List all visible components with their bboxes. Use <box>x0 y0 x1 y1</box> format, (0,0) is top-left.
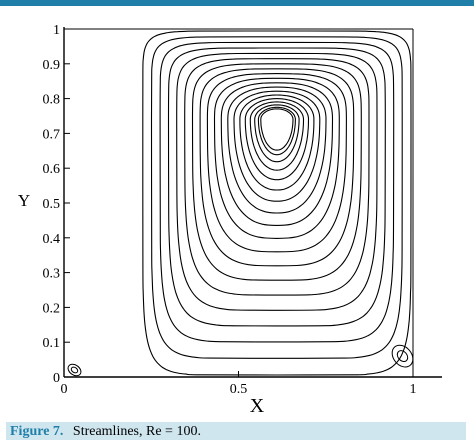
streamline <box>257 106 296 156</box>
streamline <box>249 101 305 171</box>
y-tick-label: 0.1 <box>43 336 61 351</box>
y-tick-label: 0.4 <box>43 232 61 247</box>
streamline-plot: 0 0.1 0.2 0.3 0.4 0.5 0.6 0.7 0.8 0.9 1 0 0.5 1 X Y <box>18 23 442 417</box>
y-axis-label: Y <box>18 191 30 210</box>
streamline <box>206 73 347 253</box>
y-tick-label: 0.5 <box>43 197 61 212</box>
y-tick-label: 0.6 <box>43 162 61 177</box>
y-tick-label: 0.8 <box>43 93 61 108</box>
axes <box>63 27 442 378</box>
corner-vortex-contour <box>70 366 79 374</box>
caption-label: Figure 7. <box>10 424 64 439</box>
streamline <box>176 52 378 311</box>
y-tick-label: 1 <box>53 23 60 38</box>
caption-text: Streamlines, Re = 100. <box>72 424 201 439</box>
streamline <box>239 94 315 191</box>
corner-vortex-contour <box>67 363 82 377</box>
streamline <box>260 108 294 151</box>
streamline <box>142 30 412 376</box>
x-tick-label: 0.5 <box>230 382 248 397</box>
y-tick-label: 0.3 <box>43 267 61 282</box>
contour-group <box>67 30 414 377</box>
corner-vortex-contour <box>391 344 414 368</box>
streamline <box>227 86 327 214</box>
streamline <box>213 77 340 239</box>
streamline <box>233 90 321 202</box>
x-tick-label: 1 <box>410 382 417 397</box>
top-accent-bar <box>0 0 474 6</box>
streamline <box>220 82 334 226</box>
streamline <box>167 47 386 327</box>
ticks: 0 0.1 0.2 0.3 0.4 0.5 0.6 0.7 0.8 0.9 1 0 0.5 1 <box>43 23 417 397</box>
streamline <box>191 63 362 281</box>
streamline <box>150 36 403 359</box>
corner-vortex-contour <box>396 350 409 363</box>
x-axis-label: X <box>250 395 265 417</box>
x-tick-label: 0 <box>61 382 68 397</box>
streamline <box>244 98 310 181</box>
y-tick-label: 0.7 <box>43 127 61 142</box>
streamline <box>159 41 395 343</box>
y-tick-label: 0.2 <box>43 301 61 316</box>
streamline <box>184 58 370 296</box>
y-tick-label: 0.9 <box>43 58 61 73</box>
streamline <box>254 104 300 163</box>
streamline <box>199 68 355 267</box>
figure-caption: Figure 7. Streamlines, Re = 100. <box>6 422 466 440</box>
y-tick-label: 0 <box>53 371 60 386</box>
